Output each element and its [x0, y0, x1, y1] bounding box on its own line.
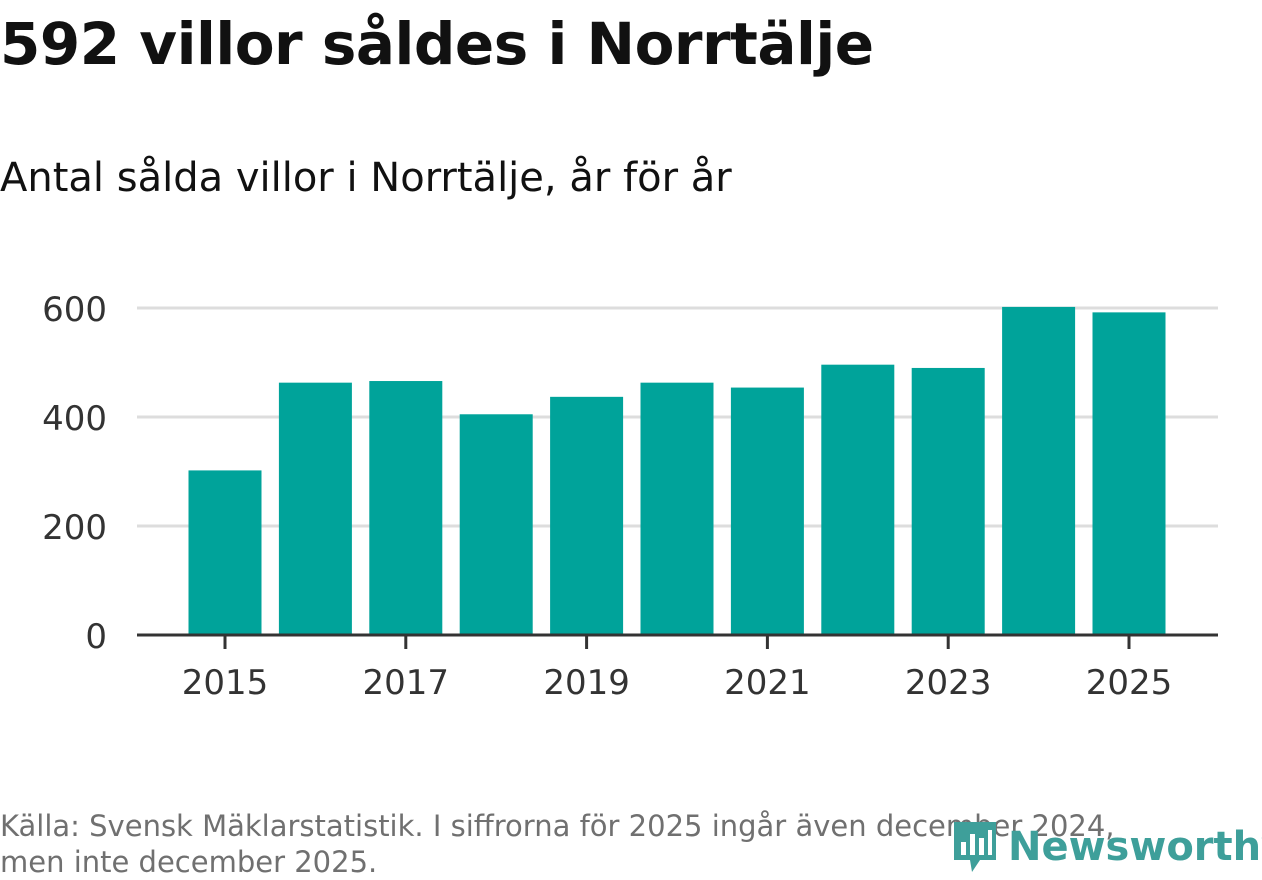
- bar-chart: 0 200 400 600 2015 2017 2019 2021 2023 2025: [42, 290, 1218, 703]
- x-tick-label: 2017: [363, 663, 450, 703]
- bar-2020: [640, 382, 714, 635]
- newsworthy-logo: Newsworthy: [950, 818, 1262, 876]
- bar-2024: [1002, 306, 1076, 635]
- bar-2021: [730, 387, 804, 635]
- x-tick-label: 2025: [1086, 663, 1173, 703]
- y-tick-label: 600: [42, 290, 107, 330]
- bar-2018: [459, 414, 533, 635]
- bar-2017: [369, 381, 443, 635]
- source-line-1: Källa: Svensk Mäklarstatistik. I siffror…: [0, 809, 1115, 843]
- x-tick-label: 2015: [182, 663, 269, 703]
- newsworthy-logo-text: Newsworthy: [1008, 824, 1262, 870]
- x-tick-label: 2021: [724, 663, 811, 703]
- y-tick-label: 400: [42, 399, 107, 439]
- chart-subtitle: Antal sålda villor i Norrtälje, år för å…: [0, 155, 732, 201]
- y-tick-label: 200: [42, 508, 107, 548]
- y-tick-label: 0: [85, 617, 107, 657]
- bar-2016: [278, 382, 352, 635]
- bar-2025: [1092, 312, 1166, 635]
- x-tick-label: 2023: [905, 663, 992, 703]
- chart-title: 592 villor såldes i Norrtälje: [0, 10, 874, 78]
- bar-2023: [911, 367, 985, 635]
- bar-2022: [821, 364, 895, 635]
- bar-2015: [188, 470, 262, 635]
- newsworthy-logo-icon: [954, 822, 996, 872]
- bar-2019: [550, 396, 624, 635]
- source-line-2: men inte december 2025.: [0, 845, 378, 879]
- source-note: Källa: Svensk Mäklarstatistik. I siffror…: [0, 808, 1200, 880]
- x-tick-label: 2019: [543, 663, 630, 703]
